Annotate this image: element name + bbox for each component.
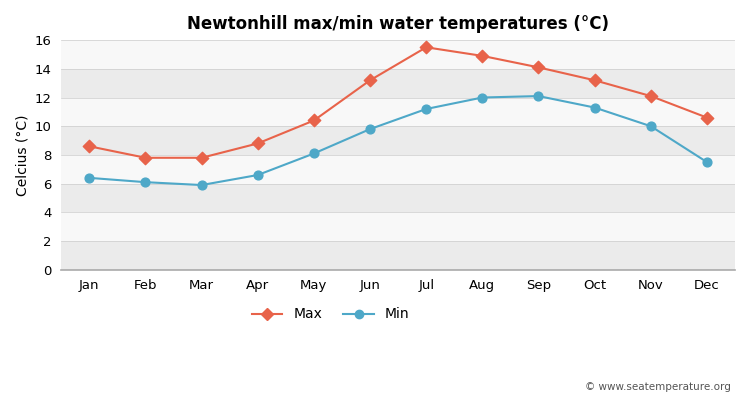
- Legend: Max, Min: Max, Min: [247, 302, 416, 327]
- Point: [476, 53, 488, 59]
- Point: [476, 94, 488, 101]
- Text: © www.seatemperature.org: © www.seatemperature.org: [585, 382, 731, 392]
- Bar: [62, 126, 735, 155]
- Bar: [62, 98, 735, 126]
- Point: [589, 77, 601, 84]
- Point: [420, 106, 432, 112]
- Bar: [62, 155, 735, 184]
- Point: [589, 104, 601, 111]
- Point: [196, 154, 208, 161]
- Point: [308, 150, 320, 157]
- Bar: [62, 212, 735, 241]
- Point: [83, 175, 95, 181]
- Point: [140, 154, 152, 161]
- Point: [532, 64, 544, 70]
- Point: [532, 93, 544, 99]
- Bar: [62, 184, 735, 212]
- Title: Newtonhill max/min water temperatures (°C): Newtonhill max/min water temperatures (°…: [188, 15, 609, 33]
- Point: [308, 117, 320, 124]
- Bar: [62, 40, 735, 69]
- Point: [645, 93, 657, 99]
- Point: [252, 172, 264, 178]
- Point: [701, 114, 713, 121]
- Y-axis label: Celcius (°C): Celcius (°C): [15, 114, 29, 196]
- Point: [364, 126, 376, 132]
- Point: [364, 77, 376, 84]
- Point: [252, 140, 264, 147]
- Point: [83, 143, 95, 150]
- Point: [645, 123, 657, 130]
- Bar: [62, 69, 735, 98]
- Bar: [62, 241, 735, 270]
- Point: [701, 159, 713, 165]
- Point: [196, 182, 208, 188]
- Point: [420, 44, 432, 50]
- Point: [140, 179, 152, 185]
